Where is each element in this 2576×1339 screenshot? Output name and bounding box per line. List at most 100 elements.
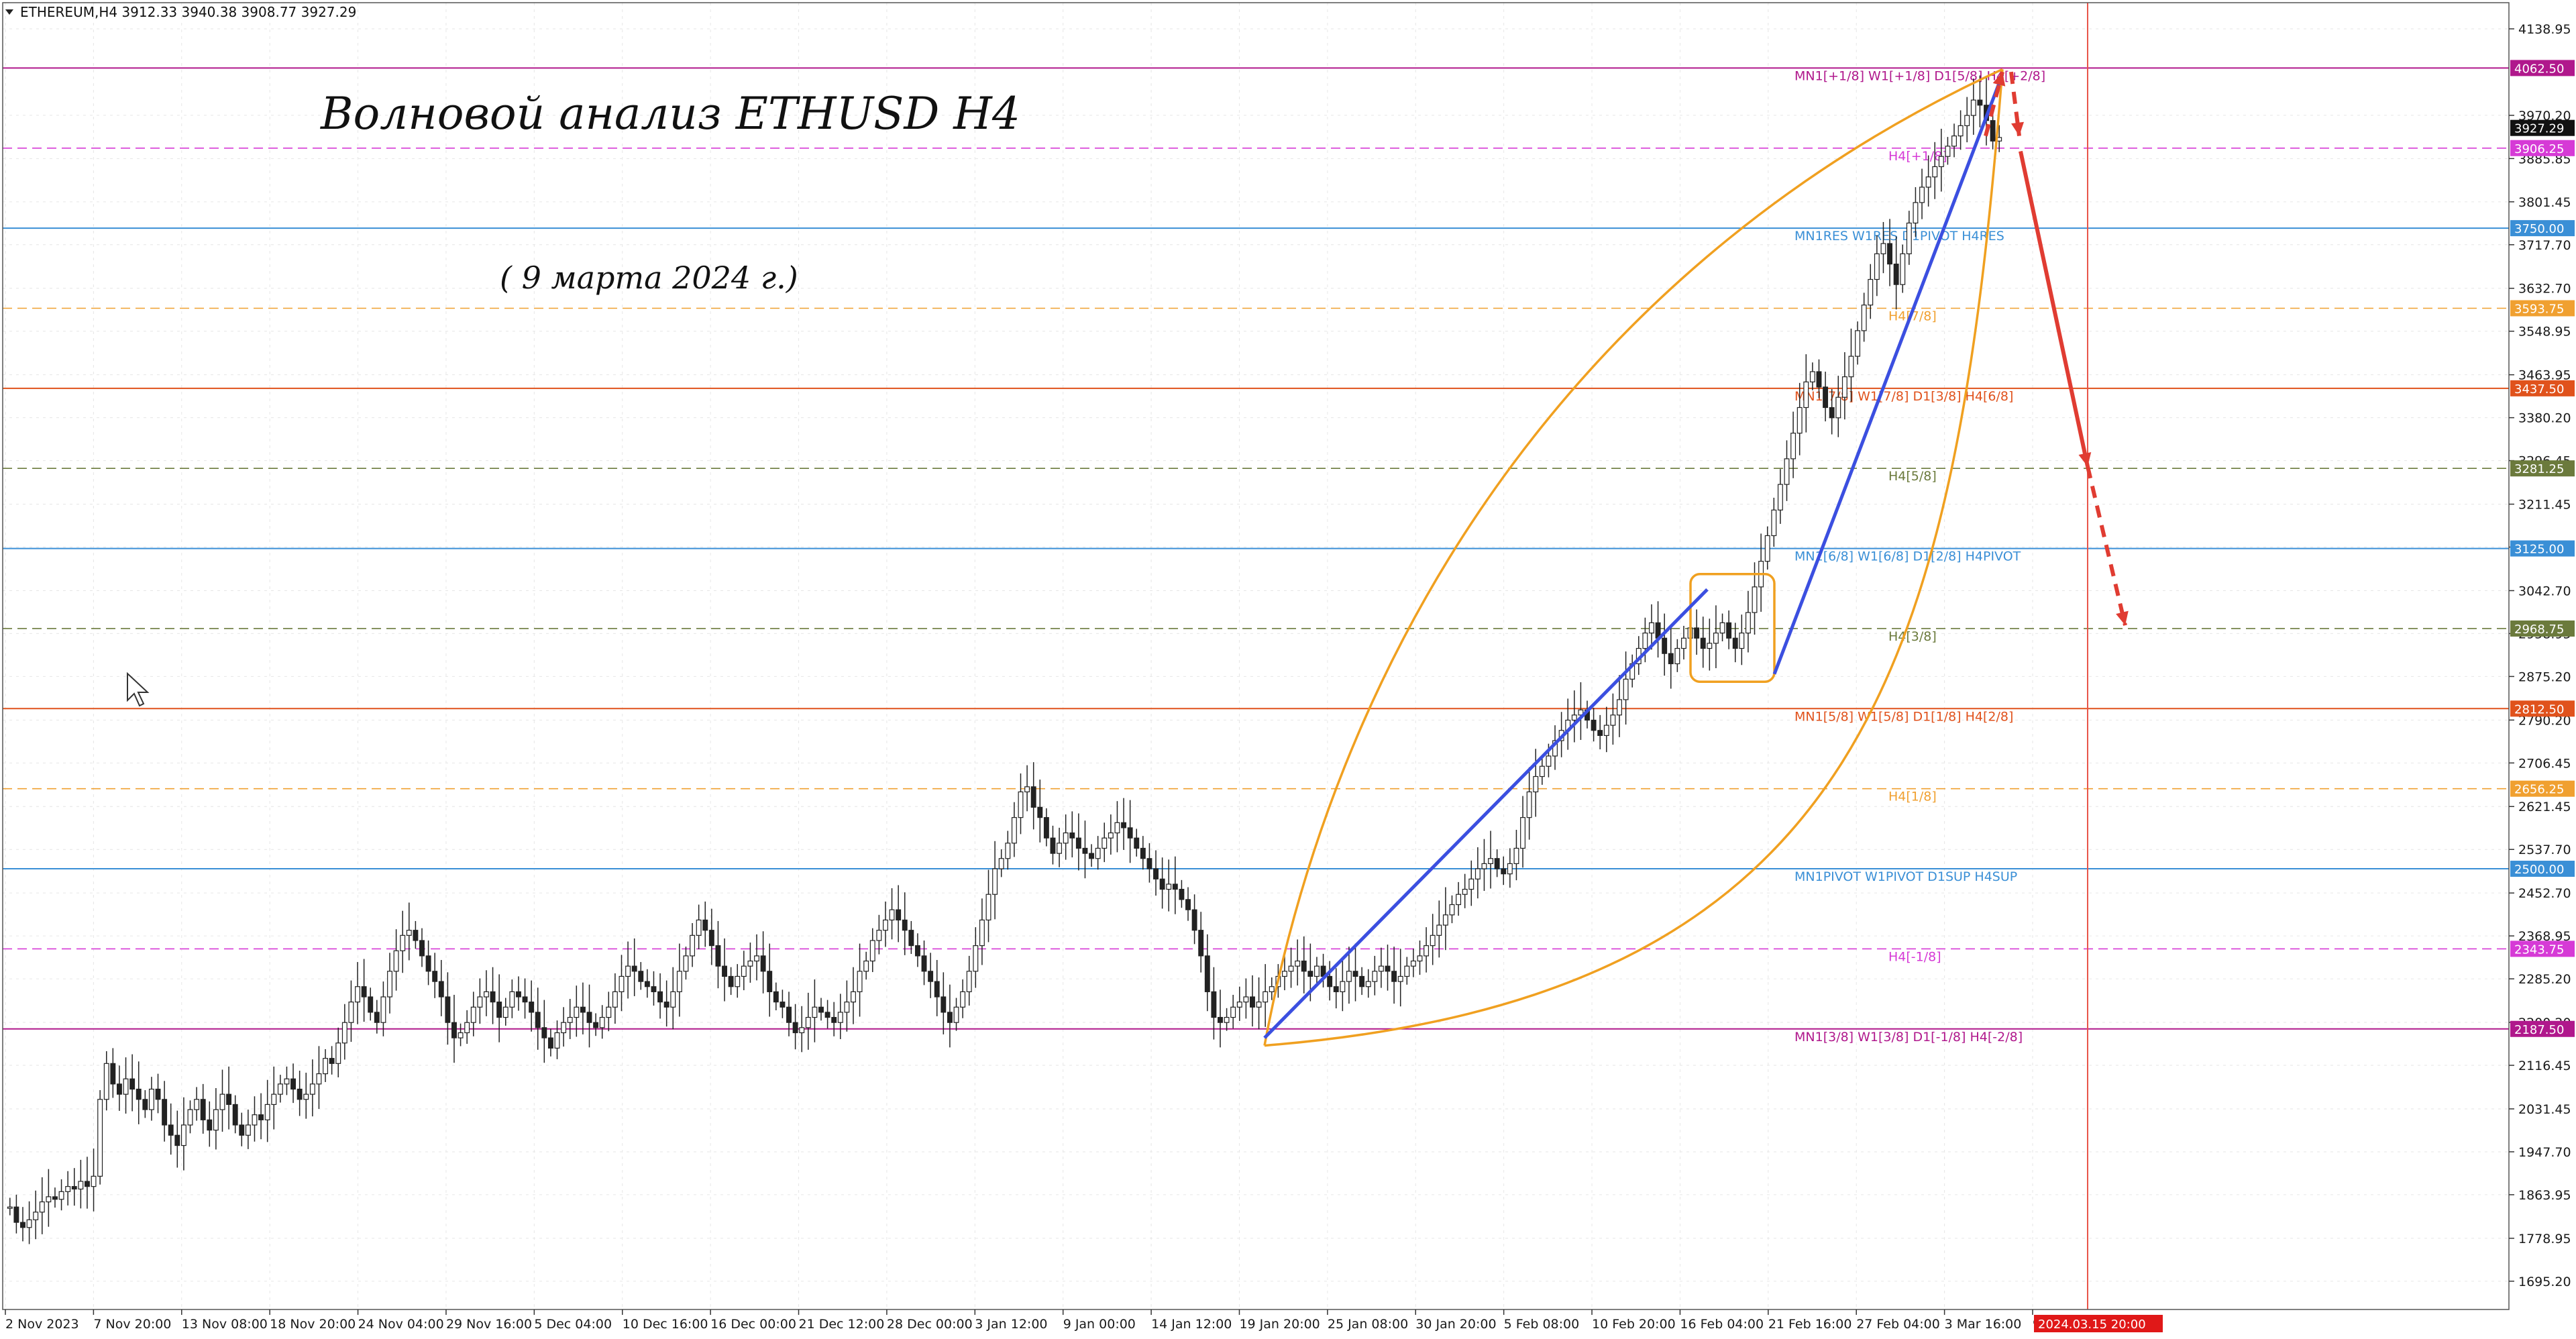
candle-body [258,1114,264,1120]
candle-body [1456,894,1462,906]
candle-body [1913,202,1919,224]
level-price-badge [2510,140,2575,156]
candle-body [1713,633,1719,644]
candle-body [1224,1016,1230,1023]
candle-body [458,1032,464,1038]
candle-body [1591,719,1597,731]
candle-body [541,1027,547,1038]
candle-body [116,1083,122,1095]
level-label: MN1[7/8] W1[7/8] D1[3/8] H4[6/8] [1794,389,2013,404]
x-tick-label: 14 Jan 12:00 [1151,1317,1232,1332]
candle-body [271,1093,277,1106]
candle-body [599,1016,605,1028]
candle-body [644,981,650,987]
projection-arrow-up-head [1992,72,2006,87]
candle-body [155,1088,161,1100]
candle-body [522,996,528,1003]
chart-header: ETHEREUM,H4 3912.33 3940.38 3908.77 3927… [20,4,356,20]
candle-body [425,955,431,972]
candle-body [676,971,682,992]
candle-body [1796,407,1803,434]
y-tick-label: 2706.45 [2518,756,2571,771]
candle-body [355,986,360,1003]
candle-body [1075,837,1081,849]
candle-body [432,971,438,982]
candle-body [1546,755,1552,767]
candle-body [1089,853,1095,859]
header-dropdown-icon[interactable] [5,9,13,15]
x-tick-label: 3 Mar 16:00 [1945,1317,2022,1332]
candle-body [773,991,779,1003]
x-tick-label: 19 Jan 20:00 [1239,1317,1320,1332]
candle-body [496,1002,502,1018]
candle-body [1752,586,1758,613]
candle-body [1095,847,1101,859]
candle-body [1391,971,1397,982]
candle-body [799,1027,805,1034]
candle-body [1887,243,1893,265]
candle-body [374,1012,380,1023]
candle-body [941,996,947,1013]
candle-body [619,975,625,992]
x-tick-label: 3 Jan 12:00 [975,1317,1047,1332]
candle-body [985,894,991,921]
candle-body [928,971,934,982]
candle-body [13,1206,19,1223]
candle-body [180,1124,186,1146]
candle-body [921,955,927,972]
candle-body [1243,996,1249,1003]
candle-body [1919,186,1925,203]
candle-body [187,1109,193,1126]
candle-body [1790,433,1796,460]
candle-body [232,1104,238,1126]
candle-body [1732,637,1738,649]
x-tick-label: 2 Nov 2023 [5,1317,79,1332]
candle-body [85,1181,90,1187]
candle-body [1578,709,1584,716]
candle-body [1307,971,1313,977]
x-tick-label: 21 Feb 16:00 [1768,1317,1852,1332]
candle-body [207,1119,213,1131]
level-price-badge [2510,300,2575,317]
candle-body [883,919,888,931]
time-marker-label: 2024.03.15 20:00 [2038,1318,2146,1332]
level-price-badge [2510,1020,2575,1037]
candle-body [1108,832,1114,839]
candle-body [1526,791,1532,818]
candle-body [1127,827,1133,839]
candle-body [1874,253,1880,280]
candle-body [554,1032,560,1049]
candle-body [1474,868,1481,879]
candle-body [1803,381,1809,409]
candle-body [722,965,727,977]
y-tick-label: 2790.20 [2518,713,2571,728]
candle-body [1102,837,1108,849]
candle-body [696,919,702,936]
x-tick-label: 5 Dec 04:00 [534,1317,612,1332]
candle-body [670,991,676,1008]
candle-body [708,930,714,947]
impulse-line-1 [1263,588,1709,1039]
candle-body [1764,535,1770,562]
cursor-icon [127,672,150,707]
candle-body [1063,832,1069,844]
x-tick-label: 10 Feb 20:00 [1592,1317,1676,1332]
level-label: MN1RES W1RES D1PIVOT H4RES [1794,229,2004,244]
candle-body [1327,975,1333,987]
candle-body [174,1134,180,1146]
candle-body [1848,356,1854,378]
candle-body [1037,806,1043,818]
candle-body [851,991,856,1003]
candle-body [470,1006,476,1023]
candle-body [1739,633,1745,649]
candle-body [1410,960,1416,967]
x-tick-label: 16 Dec 00:00 [710,1317,796,1332]
candle-body [1121,822,1126,828]
level-label: H4[1/8] [1888,790,1937,804]
candle-body [52,1196,58,1200]
candle-body [1218,1016,1223,1023]
candle-body [1642,633,1648,649]
candle-body [129,1078,136,1090]
candle-body [515,991,521,998]
